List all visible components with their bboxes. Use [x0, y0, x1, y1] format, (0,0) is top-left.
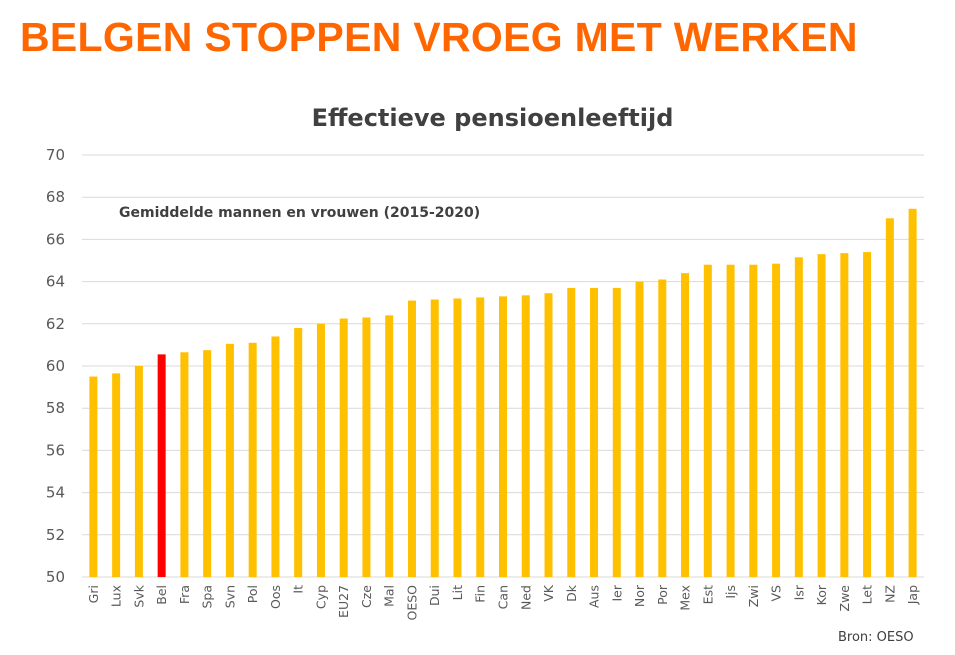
- x-tick-label: Bel: [154, 585, 169, 605]
- bar-por: [658, 279, 667, 577]
- bar-mal: [385, 315, 394, 577]
- x-tick-label: Jap: [905, 585, 920, 605]
- bar-ned: [521, 295, 530, 577]
- bar-it: [294, 328, 303, 577]
- x-tick-label: EU27: [336, 585, 351, 618]
- x-tick-label: Spa: [200, 585, 215, 609]
- bar-nor: [635, 281, 644, 577]
- bar-mex: [681, 273, 690, 577]
- x-tick-label: Dui: [427, 585, 442, 606]
- source-note: Bron: OESO: [838, 630, 914, 645]
- bar-isr: [794, 257, 803, 577]
- bar-oos: [271, 336, 280, 577]
- y-tick-label: 50: [46, 568, 65, 586]
- x-tick-label: Lux: [109, 585, 124, 607]
- x-tick-label: Ned: [518, 585, 533, 610]
- x-tick-label: Est: [700, 585, 715, 604]
- chart-subtitle: Gemiddelde mannen en vrouwen (2015-2020): [119, 205, 481, 221]
- bar-ier: [612, 287, 621, 577]
- x-tick-label: Nor: [632, 584, 647, 607]
- x-tick-label: Let: [860, 585, 875, 604]
- bar-pol: [248, 342, 257, 577]
- bar-vk: [544, 293, 553, 577]
- x-tick-label: Svn: [222, 585, 237, 608]
- bar-dk: [567, 287, 576, 577]
- bar-aus: [590, 287, 599, 577]
- x-tick-label: NZ: [882, 585, 897, 603]
- x-tick-label: Mex: [678, 585, 693, 611]
- x-axis: Gri Lux Svk Bel Fra Spa Svn Pol Oos It Cyp EU27 Cze M…: [86, 584, 920, 620]
- bar-lux: [112, 373, 121, 577]
- y-tick-label: 62: [46, 315, 65, 333]
- y-tick-label: 58: [46, 399, 65, 417]
- x-tick-label: Kor: [814, 584, 829, 605]
- x-tick-label: Svk: [131, 584, 146, 607]
- bar-svn: [225, 343, 234, 577]
- bar-eu27: [339, 318, 348, 577]
- x-tick-label: Cze: [359, 585, 374, 608]
- y-tick-label: 70: [46, 146, 65, 164]
- bar-svk: [134, 366, 143, 577]
- bar-cze: [362, 317, 371, 577]
- x-tick-label: Isr: [791, 584, 806, 600]
- bar-fra: [180, 352, 189, 577]
- x-tick-label: Oos: [268, 585, 283, 609]
- bar-lit: [453, 298, 462, 577]
- y-tick-label: 54: [46, 484, 65, 502]
- x-tick-label: Lit: [450, 585, 465, 600]
- x-tick-label: Can: [496, 585, 511, 609]
- bar-can: [499, 296, 507, 577]
- x-tick-label: Dk: [564, 584, 579, 602]
- x-tick-label: Por: [655, 584, 670, 605]
- x-tick-label: Ier: [609, 584, 624, 601]
- x-tick-label: Zwi: [746, 585, 761, 607]
- x-tick-label: Fin: [473, 585, 488, 603]
- y-tick-label: 64: [46, 273, 65, 291]
- x-tick-label: Ijs: [723, 585, 738, 599]
- bar-bel: [157, 354, 166, 577]
- bar-kor: [817, 254, 826, 578]
- x-tick-label: Aus: [587, 585, 602, 608]
- x-tick-label: Pol: [245, 585, 260, 603]
- y-tick-label: 66: [46, 230, 65, 248]
- x-tick-label: Gri: [86, 585, 101, 603]
- x-tick-label: OESO: [404, 585, 419, 621]
- chart-title: Effectieve pensioenleeftijd: [311, 104, 674, 132]
- bar-cyp: [316, 323, 325, 577]
- bar-est: [703, 264, 712, 577]
- y-tick-label: 68: [46, 188, 65, 206]
- bar-zwi: [749, 264, 758, 577]
- bar-let: [863, 252, 872, 577]
- bar-zwe: [840, 253, 849, 578]
- bars: [89, 208, 917, 578]
- bar-nz: [885, 218, 894, 578]
- bar-gri: [89, 376, 98, 577]
- x-tick-label: Mal: [382, 585, 397, 607]
- bar-ijs: [726, 264, 735, 577]
- bar-dui: [430, 299, 439, 577]
- bar-jap: [908, 208, 917, 577]
- bar-oeso: [407, 300, 416, 577]
- headline: BELGEN STOPPEN VROEG MET WERKEN: [20, 14, 858, 60]
- bar-vs: [772, 263, 781, 577]
- x-tick-label: It: [291, 585, 306, 594]
- y-tick-label: 60: [46, 357, 65, 375]
- x-tick-label: VS: [769, 585, 784, 602]
- bar-fin: [476, 297, 485, 577]
- y-tick-label: 56: [46, 441, 65, 459]
- x-tick-label: Fra: [177, 585, 192, 604]
- x-tick-label: VK: [541, 584, 556, 602]
- y-tick-label: 52: [46, 526, 65, 544]
- x-tick-label: Cyp: [313, 585, 328, 609]
- x-tick-label: Zwe: [837, 585, 852, 612]
- bar-spa: [203, 350, 212, 577]
- y-axis: 50 52 54 56 58 60 62 64 66 68 70: [46, 146, 65, 586]
